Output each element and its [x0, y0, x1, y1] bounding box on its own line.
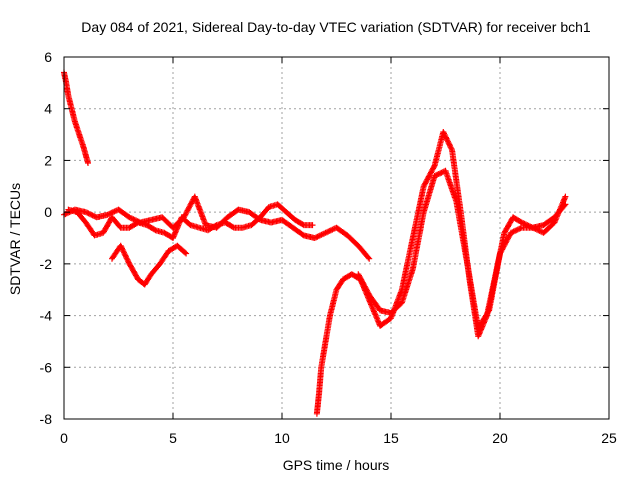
data-points — [61, 69, 569, 417]
series-late-arc — [355, 167, 569, 332]
x-tick-label: 5 — [169, 430, 177, 446]
x-tick-label: 10 — [274, 430, 290, 446]
y-tick-label: -4 — [40, 308, 53, 324]
y-axis-label: SDTVAR / TECUs — [7, 183, 23, 295]
plus-markers — [61, 69, 91, 166]
plus-markers — [65, 201, 316, 241]
y-tick-label: 4 — [44, 101, 52, 117]
x-tick-label: 15 — [383, 430, 399, 446]
series-flat-arc-b — [65, 201, 316, 241]
x-axis-label: GPS time / hours — [283, 457, 390, 473]
plus-markers — [355, 167, 569, 332]
axis-ticks: 0 5 10 15 20 25 -8 -6 -4 -2 0 2 4 6 — [40, 49, 617, 446]
series-early-decay — [61, 69, 91, 166]
y-tick-label: -6 — [40, 359, 53, 375]
series-dip-arc — [109, 242, 190, 288]
grid — [64, 57, 609, 419]
y-tick-label: 6 — [44, 49, 52, 65]
y-tick-label: -2 — [40, 256, 53, 272]
chart-title: Day 084 of 2021, Sidereal Day-to-day VTE… — [81, 19, 591, 35]
x-tick-label: 25 — [601, 430, 617, 446]
plot-frame — [63, 56, 610, 420]
plus-markers — [109, 242, 190, 288]
x-tick-label: 20 — [492, 430, 508, 446]
series-plunge-arc — [313, 129, 569, 417]
x-tick-label: 0 — [60, 430, 68, 446]
y-tick-label: 0 — [44, 204, 52, 220]
y-tick-label: -8 — [40, 411, 53, 427]
y-tick-label: 2 — [44, 152, 52, 168]
plus-markers — [313, 129, 569, 417]
